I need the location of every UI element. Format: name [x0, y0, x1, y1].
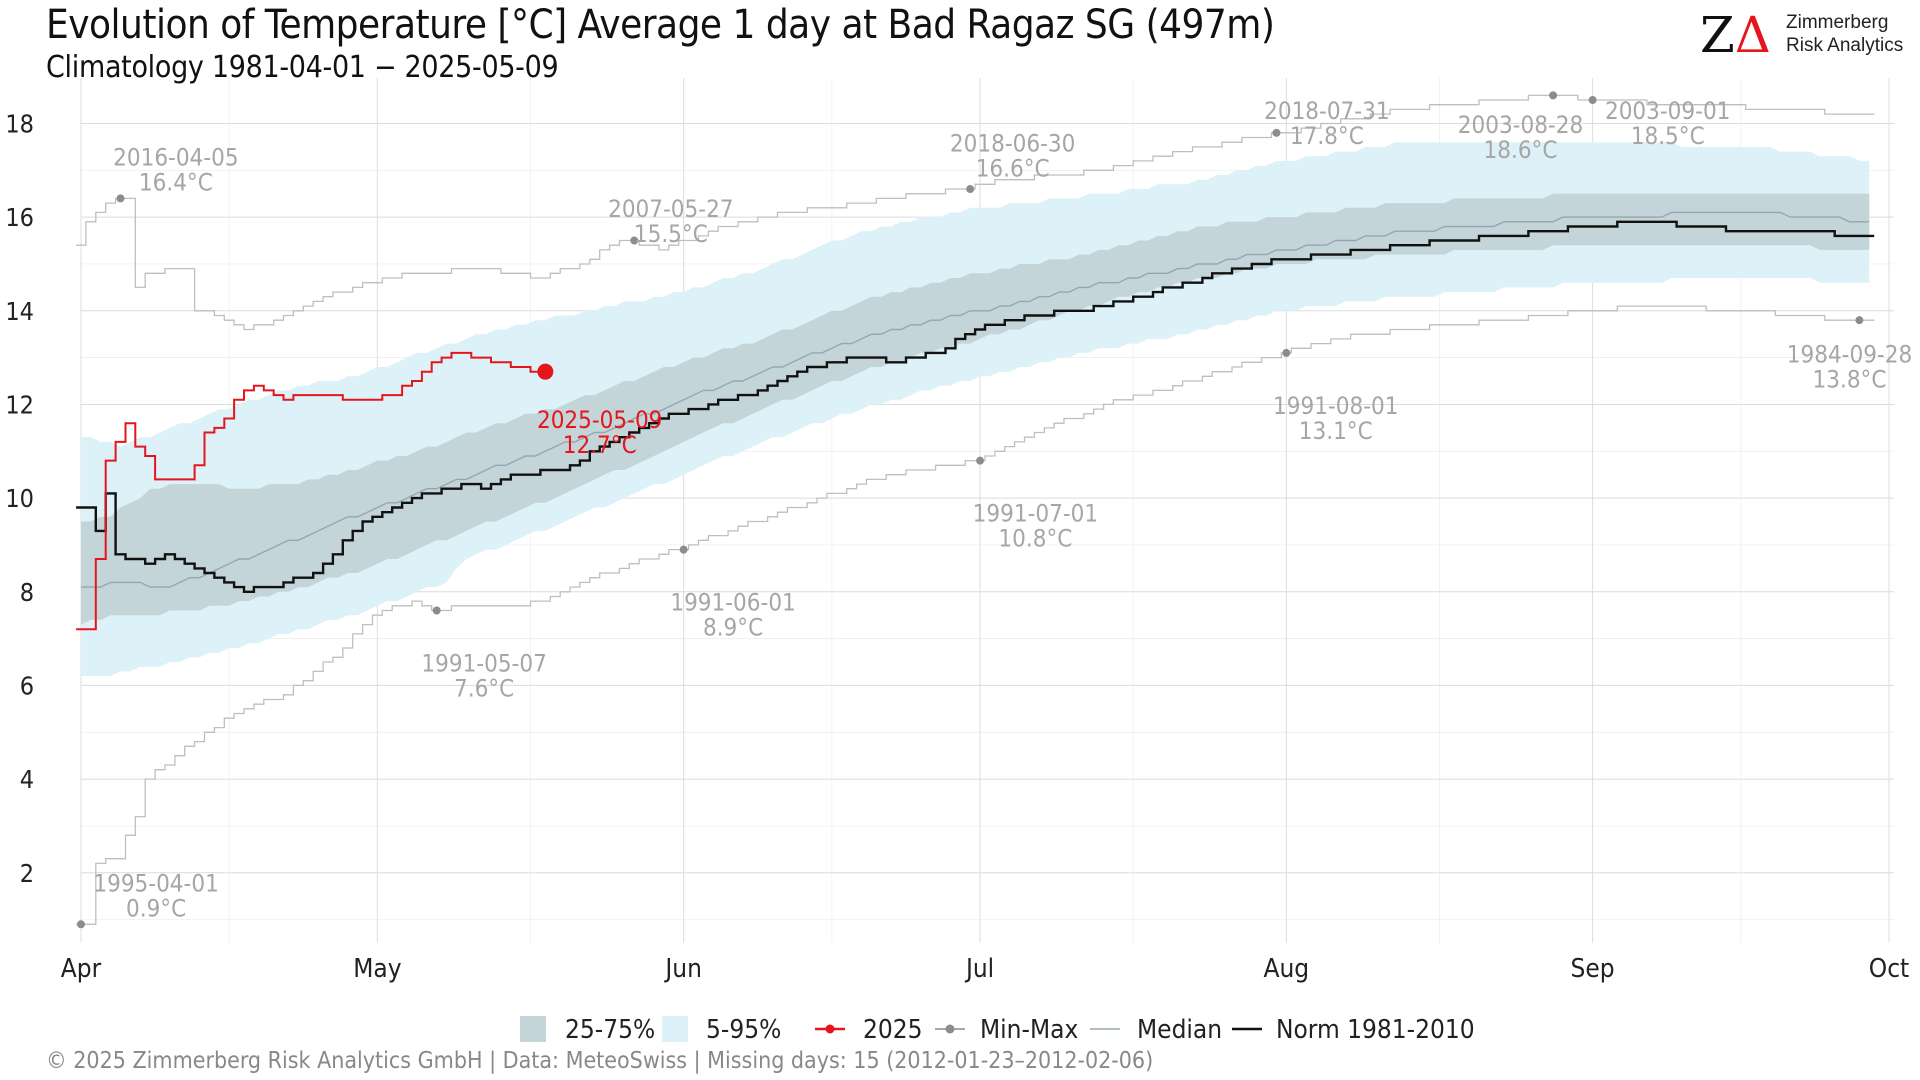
- annotation-value: 16.6°C: [976, 155, 1050, 183]
- y-axis-ticks: 2 4 6 8 10 12 14 16 18: [5, 109, 34, 887]
- logo-mark-z: Z: [1700, 6, 1735, 64]
- logo-mark-delta: Δ: [1734, 6, 1771, 64]
- annotation-date: 1991-05-07: [421, 649, 546, 677]
- chart-legend: 25-75% 5-95% 2025 Min-Max Median Norm 1981-20…: [520, 1015, 1475, 1045]
- annotation-date: 2003-08-28: [1458, 111, 1583, 139]
- extreme-point: [1272, 128, 1281, 137]
- annotation-value: 0.9°C: [126, 894, 186, 922]
- y-tick-label: 8: [20, 578, 34, 607]
- y-tick-label: 14: [5, 297, 34, 326]
- x-tick-label: Jun: [663, 954, 702, 984]
- band-5-95: [81, 142, 1870, 677]
- series-lines: [76, 94, 1875, 925]
- legend-label-2025: 2025: [863, 1015, 923, 1045]
- annotation-date: 1991-07-01: [973, 500, 1098, 528]
- annotation-date: 1991-08-01: [1273, 392, 1398, 420]
- norm-line: [76, 220, 1875, 593]
- percentile-bands: [81, 142, 1870, 677]
- y-tick-label: 6: [20, 671, 34, 700]
- extreme-point: [77, 920, 85, 929]
- y-tick-label: 16: [5, 203, 34, 232]
- current-year-point: [537, 363, 554, 380]
- x-tick-label: Aug: [1263, 954, 1309, 984]
- chart-subtitle: Climatology 1981-04-01 − 2025-05-09: [46, 50, 559, 85]
- legend-swatch-5-95: [662, 1016, 688, 1042]
- logo-text-line1: Zimmerberg: [1786, 12, 1889, 33]
- chart-title: Evolution of Temperature [°C] Average 1 …: [46, 2, 1275, 48]
- company-logo: ZΔ Zimmerberg Risk Analytics: [1700, 8, 1910, 60]
- extreme-point: [116, 194, 125, 203]
- x-tick-label: Apr: [61, 954, 102, 984]
- legend-label-median: Median: [1137, 1015, 1222, 1045]
- annotation-value: 7.6°C: [454, 674, 514, 702]
- y-tick-label: 12: [5, 390, 34, 419]
- annotation-date: 1984-09-28: [1787, 340, 1912, 368]
- annotation-value: 15.5°C: [634, 220, 708, 248]
- copyright-footer: © 2025 Zimmerberg Risk Analytics GmbH | …: [46, 1048, 1154, 1074]
- x-tick-label: Oct: [1869, 954, 1909, 984]
- extreme-point: [1549, 91, 1558, 100]
- band-25-75: [81, 193, 1870, 625]
- median-line: [81, 211, 1870, 588]
- legend-label-5-95: 5-95%: [706, 1015, 781, 1045]
- extreme-point: [630, 236, 639, 245]
- annotation-value: 18.6°C: [1484, 136, 1558, 164]
- annotation-value: 10.8°C: [998, 525, 1072, 553]
- extreme-point: [1588, 96, 1597, 105]
- x-tick-label: Jul: [964, 954, 994, 984]
- annotation-value: 18.5°C: [1631, 122, 1705, 150]
- annotation-date: 2025-05-09: [537, 406, 662, 434]
- annotation-date: 2016-04-05: [113, 144, 238, 172]
- extreme-point: [679, 545, 688, 554]
- legend-swatch-25-75: [520, 1016, 546, 1042]
- extreme-point: [976, 456, 985, 465]
- extreme-point: [966, 185, 975, 194]
- annotation-date: 2018-07-31: [1264, 97, 1389, 125]
- annotation-date: 1995-04-01: [93, 869, 218, 897]
- y-tick-label: 18: [5, 109, 34, 138]
- x-tick-label: May: [353, 954, 402, 984]
- logo-mark: ZΔ: [1700, 10, 1771, 60]
- annotation-value: 13.8°C: [1813, 365, 1887, 393]
- annotation-date: 2003-09-01: [1605, 97, 1730, 125]
- legend-label-25-75: 25-75%: [565, 1015, 655, 1045]
- logo-text-line2: Risk Analytics: [1786, 35, 1904, 56]
- max-line: [76, 94, 1875, 331]
- annotation-value: 8.9°C: [703, 614, 763, 642]
- annotation-value: 13.1°C: [1299, 417, 1373, 445]
- annotation-value: 16.4°C: [139, 169, 213, 197]
- y-tick-label: 10: [5, 484, 34, 513]
- legend-label-norm: Norm 1981-2010: [1276, 1015, 1475, 1045]
- x-axis-ticks: Apr May Jun Jul Aug Sep Oct: [61, 954, 1909, 984]
- min-line: [76, 305, 1875, 925]
- y-tick-label: 2: [20, 859, 34, 888]
- annotation-value: 12.7°C: [563, 431, 637, 459]
- annotation-date: 2018-06-30: [950, 130, 1075, 158]
- x-tick-label: Sep: [1571, 954, 1615, 984]
- current-year-line: [76, 351, 551, 631]
- annotation-date: 2007-05-27: [608, 195, 733, 223]
- legend-swatch-2025-dot: [825, 1024, 835, 1034]
- annotation-value: 17.8°C: [1290, 122, 1364, 150]
- legend-label-minmax: Min-Max: [980, 1015, 1078, 1045]
- y-tick-label: 4: [20, 765, 34, 794]
- extreme-point: [1855, 316, 1864, 325]
- extreme-point: [1282, 348, 1291, 357]
- annotation-date: 1991-06-01: [670, 589, 795, 617]
- legend-swatch-minmax-dot: [945, 1024, 955, 1034]
- extreme-point: [432, 606, 441, 615]
